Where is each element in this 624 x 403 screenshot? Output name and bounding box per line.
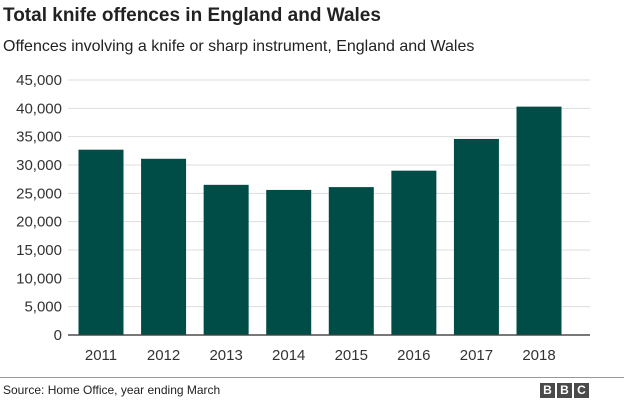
bbc-logo-letter-c: C <box>574 383 589 398</box>
x-tick-label-2015: 2015 <box>335 347 368 364</box>
bar-chart: 0 5,000 10,000 15,000 20,000 25,000 30,000 35,0… <box>16 72 590 364</box>
y-tick-label-15000: 15,000 <box>16 242 62 259</box>
bar-2014 <box>266 189 312 335</box>
x-tick-label-2017: 2017 <box>460 347 493 364</box>
y-tick-label-40000: 40,000 <box>16 100 62 117</box>
bar-2012 <box>141 158 187 335</box>
y-tick-label-30000: 30,000 <box>16 157 62 174</box>
bar-2011 <box>78 149 124 335</box>
x-tick-label-2011: 2011 <box>85 347 117 364</box>
x-tick-label-2014: 2014 <box>272 347 305 364</box>
bar-2017 <box>453 138 499 335</box>
bar-2016 <box>391 170 437 335</box>
bar-2018 <box>516 106 562 335</box>
y-tick-label-20000: 20,000 <box>16 214 62 231</box>
footer-divider <box>0 377 624 378</box>
chart-subtitle: Offences involving a knife or sharp inst… <box>3 38 475 55</box>
bbc-logo-letter-b2: B <box>557 383 572 398</box>
chart-title: Total knife offences in England and Wale… <box>3 5 381 26</box>
bbc-logo: B B C <box>540 383 589 398</box>
y-tick-label-0: 0 <box>54 327 62 344</box>
y-tick-label-45000: 45,000 <box>16 72 62 89</box>
y-tick-label-25000: 25,000 <box>16 185 62 202</box>
bar-2015 <box>328 187 374 335</box>
x-tick-label-2012: 2012 <box>147 347 180 364</box>
x-tick-label-2018: 2018 <box>522 347 555 364</box>
x-tick-label-2013: 2013 <box>209 347 242 364</box>
y-tick-label-10000: 10,000 <box>16 270 62 287</box>
source-note: Source: Home Office, year ending March <box>3 383 221 397</box>
bar-2013 <box>203 184 249 335</box>
bbc-logo-letter-b1: B <box>540 383 555 398</box>
y-tick-label-35000: 35,000 <box>16 129 62 146</box>
x-tick-label-2016: 2016 <box>397 347 430 364</box>
y-tick-label-5000: 5,000 <box>24 299 62 316</box>
